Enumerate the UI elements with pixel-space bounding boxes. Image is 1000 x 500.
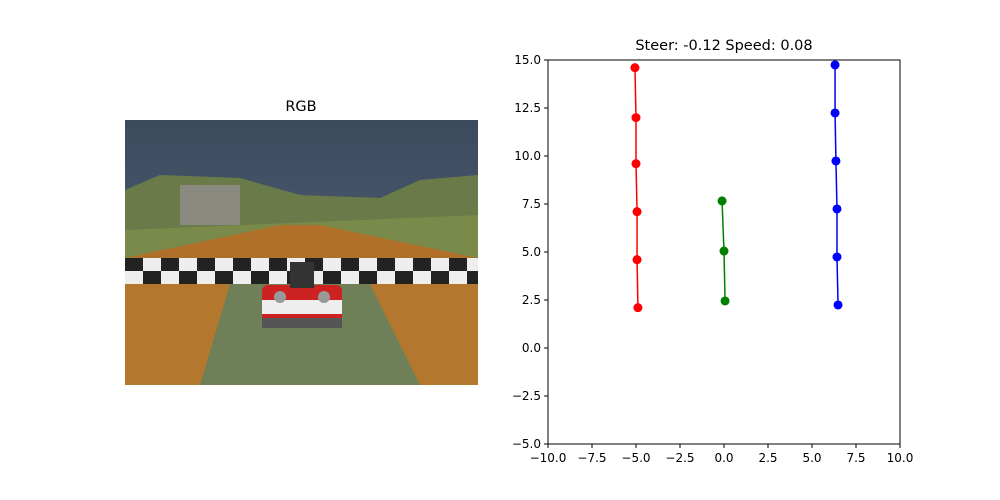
y-tick-label: −2.5 <box>512 389 541 403</box>
point <box>833 300 843 310</box>
y-tick-label: 10.0 <box>514 149 541 163</box>
point <box>631 159 641 169</box>
x-tick-label: 10.0 <box>887 451 914 465</box>
x-tick-label: −7.5 <box>577 451 606 465</box>
y-tick-label: 0.0 <box>522 341 541 355</box>
y-tick-label: 15.0 <box>514 53 541 67</box>
x-tick-label: −10.0 <box>530 451 567 465</box>
point <box>633 303 643 313</box>
x-tick-label: −5.0 <box>621 451 650 465</box>
y-tick-label: 7.5 <box>522 197 541 211</box>
point <box>831 156 841 166</box>
point <box>832 252 842 262</box>
y-tick-label: −5.0 <box>512 437 541 451</box>
y-tick-label: 2.5 <box>522 293 541 307</box>
series-line <box>634 67 639 308</box>
x-tick-label: 7.5 <box>846 451 865 465</box>
point <box>632 255 642 265</box>
point <box>719 246 729 256</box>
point <box>830 108 840 118</box>
x-tick-label: 5.0 <box>802 451 821 465</box>
point <box>720 296 730 306</box>
point <box>830 60 840 70</box>
chart-title: Steer: -0.12 Speed: 0.08 <box>635 38 812 54</box>
x-tick-label: −2.5 <box>665 451 694 465</box>
kart <box>262 262 342 328</box>
point <box>631 113 641 123</box>
y-tick-label: 5.0 <box>522 245 541 259</box>
x-tick-label: 0.0 <box>714 451 733 465</box>
x-tick-label: 2.5 <box>758 451 777 465</box>
plot-frame <box>547 59 901 445</box>
y-tick-label: 12.5 <box>514 101 541 115</box>
point <box>832 204 842 214</box>
point <box>632 207 642 217</box>
rgb-image <box>125 120 478 385</box>
point <box>630 63 640 73</box>
series-line <box>834 64 839 306</box>
point <box>717 196 727 206</box>
image-title: RGB <box>285 99 316 115</box>
